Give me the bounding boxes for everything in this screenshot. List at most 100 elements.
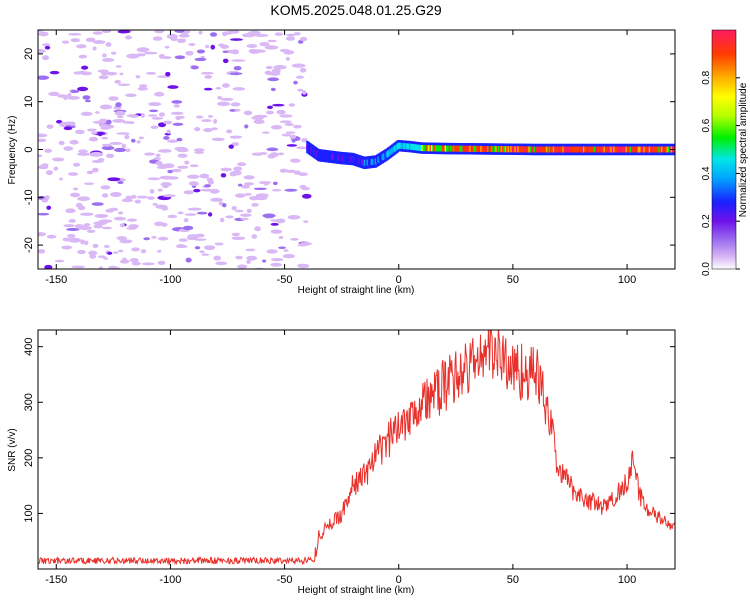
track-segment bbox=[665, 146, 668, 153]
noise-speckle bbox=[253, 114, 268, 118]
noise-speckle bbox=[80, 239, 86, 245]
noise-speckle bbox=[46, 234, 57, 239]
noise-speckle bbox=[106, 119, 112, 125]
track-segment bbox=[440, 145, 443, 152]
noise-speckle bbox=[113, 216, 127, 221]
noise-speckle bbox=[63, 95, 68, 100]
track-segment bbox=[336, 154, 339, 161]
noise-speckle bbox=[286, 144, 298, 147]
noise-speckle bbox=[83, 182, 95, 185]
track-segment bbox=[528, 146, 531, 153]
track-segment bbox=[508, 146, 512, 153]
track-segment bbox=[395, 144, 398, 151]
noise-speckle bbox=[147, 177, 161, 181]
noise-speckle bbox=[217, 95, 223, 100]
track-segment bbox=[600, 146, 604, 153]
noise-speckle bbox=[141, 262, 155, 266]
noise-speckle bbox=[194, 57, 207, 62]
track-segment bbox=[581, 146, 584, 153]
noise-speckle bbox=[215, 86, 222, 90]
track-segment bbox=[377, 156, 380, 163]
noise-speckle bbox=[213, 255, 222, 261]
track-segment bbox=[661, 146, 664, 153]
noise-speckle-layer bbox=[38, 30, 312, 269]
track-segment bbox=[647, 146, 650, 153]
noise-speckle bbox=[204, 184, 211, 188]
noise-speckle bbox=[246, 44, 258, 49]
noise-speckle bbox=[230, 102, 241, 107]
track-segment bbox=[359, 158, 363, 165]
noise-speckle bbox=[58, 177, 64, 181]
track-segment bbox=[451, 145, 454, 152]
track-segment bbox=[399, 142, 402, 149]
noise-speckle bbox=[274, 32, 283, 36]
track-segment bbox=[615, 146, 619, 153]
track-segment bbox=[634, 146, 638, 153]
noise-speckle bbox=[91, 202, 104, 206]
noise-speckle bbox=[201, 119, 212, 122]
noise-speckle bbox=[194, 126, 201, 132]
noise-speckle bbox=[83, 223, 91, 227]
noise-speckle bbox=[270, 125, 283, 130]
track-segment bbox=[545, 146, 549, 153]
track-segment bbox=[369, 159, 372, 166]
noise-speckle bbox=[220, 173, 227, 178]
noise-speckle bbox=[267, 39, 277, 43]
spectrogram-x-label: Height of straight line (km) bbox=[298, 285, 415, 296]
track-segment bbox=[618, 146, 621, 153]
track-segment bbox=[597, 146, 601, 153]
track-segment bbox=[415, 144, 419, 151]
noise-speckle bbox=[44, 148, 53, 153]
spectrogram-y-tick-label: 20 bbox=[23, 48, 35, 60]
noise-speckle bbox=[62, 40, 70, 44]
noise-speckle bbox=[125, 35, 133, 40]
track-segment bbox=[570, 146, 574, 153]
track-segment bbox=[310, 147, 313, 154]
noise-speckle bbox=[231, 59, 246, 62]
noise-speckle bbox=[102, 226, 113, 230]
track-segment bbox=[621, 146, 624, 153]
track-segment bbox=[555, 146, 558, 153]
noise-speckle bbox=[107, 251, 113, 255]
track-segment bbox=[596, 146, 600, 153]
noise-speckle bbox=[150, 125, 159, 129]
noise-speckle bbox=[128, 224, 139, 229]
noise-speckle bbox=[45, 170, 53, 176]
track-segment bbox=[358, 158, 361, 165]
chart-title: KOM5.2025.048.01.25.G29 bbox=[270, 2, 441, 18]
noise-speckle bbox=[297, 263, 303, 268]
noise-speckle bbox=[265, 110, 275, 115]
track-segment bbox=[473, 145, 476, 152]
noise-speckle bbox=[258, 152, 268, 155]
track-segment bbox=[315, 150, 319, 157]
noise-speckle bbox=[48, 91, 60, 97]
noise-speckle bbox=[82, 95, 91, 100]
track-segment bbox=[426, 145, 430, 152]
track-segment bbox=[352, 156, 356, 163]
track-segment bbox=[362, 159, 365, 166]
track-segment bbox=[608, 146, 612, 153]
noise-speckle bbox=[152, 203, 158, 206]
noise-speckle bbox=[176, 244, 186, 248]
noise-speckle bbox=[91, 167, 99, 173]
track-segment bbox=[400, 142, 404, 149]
noise-speckle bbox=[152, 36, 163, 41]
noise-speckle bbox=[154, 30, 165, 34]
track-segment bbox=[532, 146, 535, 153]
track-segment bbox=[637, 146, 641, 153]
track-segment bbox=[343, 155, 346, 162]
track-segment bbox=[639, 146, 642, 153]
noise-speckle bbox=[226, 129, 233, 134]
spectrogram-x-tick-label: 50 bbox=[507, 274, 519, 286]
noise-speckle bbox=[100, 185, 111, 190]
track-segment bbox=[552, 146, 556, 153]
track-segment bbox=[459, 145, 463, 152]
noise-speckle bbox=[272, 181, 278, 186]
noise-speckle bbox=[98, 118, 109, 124]
track-segment bbox=[488, 146, 491, 153]
track-segment bbox=[497, 146, 501, 153]
noise-speckle bbox=[163, 136, 170, 140]
noise-speckle bbox=[300, 67, 307, 73]
track-segment bbox=[533, 146, 537, 153]
snr-y-tick-label: 100 bbox=[23, 504, 35, 522]
